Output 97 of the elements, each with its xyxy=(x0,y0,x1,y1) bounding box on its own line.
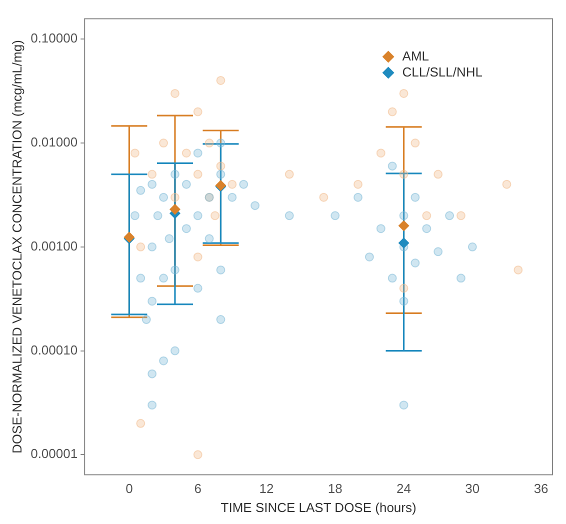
y-tick-label: 0.00001 xyxy=(30,446,78,462)
point xyxy=(204,138,214,148)
point xyxy=(422,224,432,234)
point xyxy=(159,192,168,202)
point xyxy=(502,180,512,189)
point xyxy=(136,274,146,283)
point xyxy=(398,220,410,232)
point xyxy=(170,88,180,98)
y-tick-label: 0.10000 xyxy=(30,30,78,46)
point xyxy=(193,252,202,262)
point xyxy=(410,258,420,268)
point xyxy=(456,211,466,220)
point xyxy=(148,180,157,189)
point xyxy=(193,107,202,116)
point xyxy=(330,211,340,220)
point xyxy=(354,192,363,202)
point xyxy=(388,274,397,283)
point xyxy=(153,211,162,220)
point xyxy=(130,211,140,220)
x-tick-label: 18 xyxy=(328,481,342,496)
x-tick-label: 0 xyxy=(126,481,133,496)
point xyxy=(376,224,386,234)
point xyxy=(388,162,397,171)
y-tick-label: 0.00010 xyxy=(30,342,78,358)
point xyxy=(376,148,386,158)
x-tick-label: 30 xyxy=(465,481,480,496)
point xyxy=(136,418,146,428)
point xyxy=(148,369,157,378)
point xyxy=(159,138,168,148)
point xyxy=(148,170,157,179)
point xyxy=(399,88,408,98)
point xyxy=(216,265,226,274)
point xyxy=(284,211,294,220)
point xyxy=(434,170,443,179)
x-tick-label: 36 xyxy=(534,481,548,496)
point xyxy=(148,296,157,306)
point xyxy=(148,242,157,252)
point xyxy=(399,284,408,293)
point xyxy=(399,211,408,220)
point xyxy=(434,247,443,256)
legend-label: AML xyxy=(402,48,430,64)
point xyxy=(210,211,220,220)
point xyxy=(228,192,237,202)
point xyxy=(142,315,151,324)
point xyxy=(216,76,226,85)
point xyxy=(148,400,157,410)
point xyxy=(170,346,180,356)
point xyxy=(170,192,180,202)
point xyxy=(193,450,202,460)
point xyxy=(410,192,420,202)
point xyxy=(354,180,363,189)
point xyxy=(319,192,328,202)
x-tick-label: 12 xyxy=(259,481,274,496)
y-tick-label: 0.01000 xyxy=(30,134,78,150)
point xyxy=(364,252,374,262)
point xyxy=(170,170,180,179)
point xyxy=(130,148,140,158)
point xyxy=(193,170,202,179)
point xyxy=(169,204,180,215)
point xyxy=(159,274,168,283)
point xyxy=(445,211,454,220)
point xyxy=(399,170,408,179)
point xyxy=(216,138,226,148)
x-tick-label: 24 xyxy=(396,481,412,496)
point xyxy=(239,180,248,189)
point xyxy=(164,234,174,244)
point xyxy=(193,148,202,158)
legend-label: CLL/SLL/NHL xyxy=(402,64,483,80)
point xyxy=(193,284,202,293)
point xyxy=(250,201,260,210)
point xyxy=(216,162,226,171)
point xyxy=(422,211,432,220)
y-axis-title: DOSE-NORMALIZED VENETOCLAX CONCENTRATION (mcg/mL/mg) xyxy=(9,40,24,454)
point xyxy=(193,211,202,220)
point xyxy=(182,180,191,189)
point xyxy=(399,296,408,306)
point xyxy=(216,170,226,179)
point xyxy=(228,180,237,189)
point xyxy=(136,186,146,195)
point xyxy=(182,224,191,234)
point xyxy=(182,148,191,158)
x-tick-label: 6 xyxy=(194,481,202,496)
point xyxy=(399,400,408,410)
point xyxy=(136,242,146,252)
point xyxy=(216,315,226,324)
point xyxy=(468,242,477,252)
point xyxy=(388,107,397,116)
y-tick-label: 0.00100 xyxy=(30,238,78,254)
x-axis-title: TIME SINCE LAST DOSE (hours) xyxy=(220,500,416,515)
point xyxy=(514,265,523,274)
point xyxy=(410,138,420,148)
point xyxy=(456,274,466,283)
point xyxy=(284,170,294,179)
point xyxy=(398,238,410,249)
point xyxy=(170,265,180,274)
point xyxy=(159,356,168,366)
point xyxy=(204,234,214,244)
